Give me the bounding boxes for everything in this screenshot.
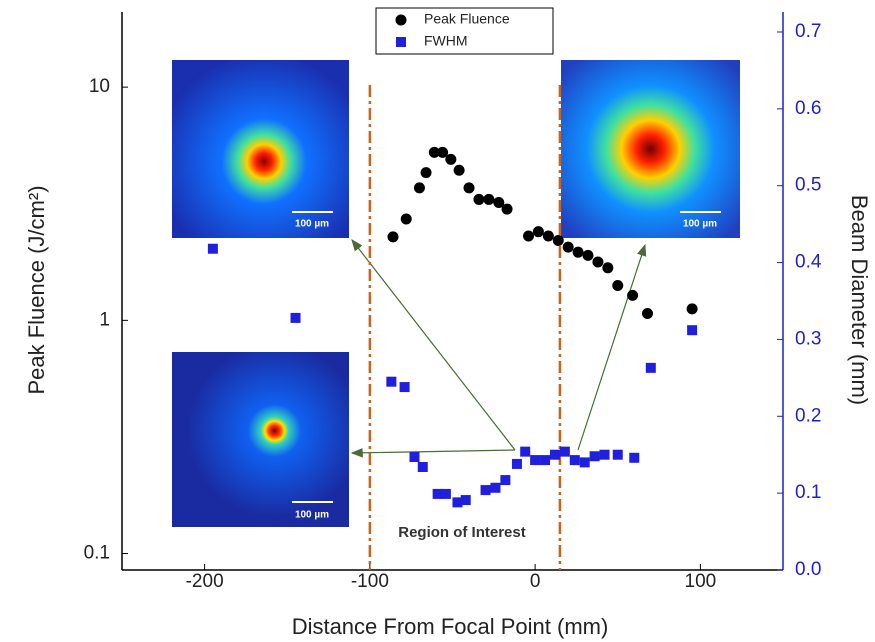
fwhm-point [500,475,510,485]
fluence-point [445,154,456,165]
scale-label: 100 µm [683,219,717,230]
fwhm-point [560,447,570,457]
fluence-point [414,182,425,193]
fwhm-point [409,452,419,462]
fwhm-point [481,485,491,495]
fwhm-point [400,382,410,392]
fwhm-point [461,495,471,505]
fluence-point [583,250,594,261]
y-tick-label: 10 [89,76,110,97]
fwhm-point [580,457,590,467]
annotation: Region of Interest [398,524,526,541]
arrow [352,450,515,453]
y2-tick-label: 0.4 [795,252,822,273]
fwhm-point [530,455,540,465]
fluence-point [642,308,653,319]
fwhm-point [512,459,522,469]
fluence-point [473,194,484,205]
fluence-point [401,213,412,224]
fwhm-point [291,313,301,323]
inset-image [172,352,349,527]
fwhm-point [490,483,500,493]
fluence-point [602,262,613,273]
fwhm-point [570,455,580,465]
fwhm-point [613,450,623,460]
fluence-point [523,230,534,241]
y2-axis-label: Beam Diameter (mm) [847,195,872,405]
fluence-point [454,165,465,176]
fluence-point [553,235,564,246]
fluence-point [533,226,544,237]
fluence-point [502,204,513,215]
fwhm-point [208,244,218,254]
fwhm-point [441,489,451,499]
y2-tick-label: 0.1 [795,482,821,503]
x-tick-label: 0 [530,571,541,592]
fwhm-point [629,453,639,463]
y-axis-label: Peak Fluence (J/cm²) [24,185,49,394]
fwhm-point [646,363,656,373]
y-tick-label: 0.1 [84,543,110,564]
arrow [352,240,515,450]
fwhm-point [550,450,560,460]
chart: 100 µm 100 µm 100 µm Region of Interest … [0,0,875,642]
fluence-point [483,194,494,205]
y2-tick-label: 0.2 [795,405,821,426]
scale-label: 100 µm [295,219,329,230]
x-tick-label: -100 [351,571,389,592]
fluence-point [563,242,574,253]
y2-tick-label: 0.6 [795,98,821,119]
x-axis-label: Distance From Focal Point (mm) [292,614,609,639]
x-tick-label: -200 [186,571,224,592]
insets: 100 µm 100 µm 100 µm [172,60,740,527]
fwhm-point [418,462,428,472]
fwhm-point [600,450,610,460]
fluence-point [573,247,584,258]
scale-label: 100 µm [295,510,329,521]
y-tick-label: 1 [99,309,110,330]
fwhm-point [386,377,396,387]
y2-tick-label: 0.3 [795,328,821,349]
x-tick-label: 100 [685,571,717,592]
fwhm-point [590,451,600,461]
arrow [578,245,645,450]
y2-tick-label: 0.7 [795,21,821,42]
fluence-point [592,256,603,267]
legend-label: Peak Fluence [424,11,510,27]
fwhm-point [687,325,697,335]
arrows [352,240,645,453]
fluence-point [612,280,623,291]
fluence-point [687,303,698,314]
legend-marker [396,15,407,26]
fluence-point [388,231,399,242]
fwhm-point [540,455,550,465]
legend-label: FWHM [424,33,468,49]
y2-tick-label: 0.0 [795,559,821,580]
fluence-point [421,167,432,178]
fwhm-point [520,447,530,457]
y2-tick-label: 0.5 [795,175,821,196]
fluence-point [627,290,638,301]
fluence-point [543,230,554,241]
legend-marker [396,37,406,47]
fluence-point [464,182,475,193]
